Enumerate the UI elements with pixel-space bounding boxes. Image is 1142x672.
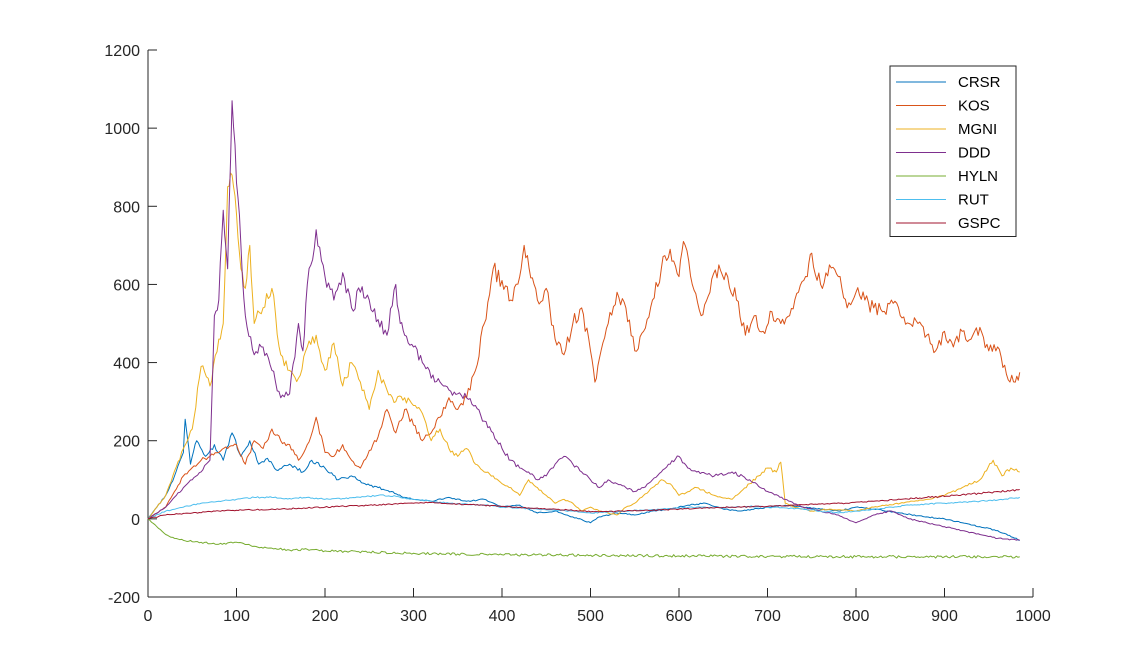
y-tick-label: 200 (113, 434, 140, 451)
x-tick-label: 200 (312, 608, 339, 625)
legend-label: HYLN (958, 168, 998, 185)
legend-box (889, 65, 1017, 237)
y-tick-label: 0 (131, 512, 140, 529)
x-tick-label: 500 (577, 608, 604, 625)
x-tick-label: 800 (843, 608, 870, 625)
legend-label: GSPC (958, 215, 1001, 232)
series-line-hyln (147, 518, 1020, 559)
y-tick-label: 400 (113, 356, 140, 373)
series-line-gspc (147, 489, 1020, 520)
y-tick-label: 800 (113, 199, 140, 216)
plot-series (147, 100, 1021, 559)
y-tick-label: 1200 (104, 43, 140, 60)
legend-label: CRSR (958, 74, 1001, 91)
x-tick-label: 900 (931, 608, 958, 625)
legend: CRSR KOS MGNI DDD HYLN RUT GSPC (889, 65, 1017, 237)
x-tick-label: 400 (489, 608, 516, 625)
y-tick-label: 1000 (104, 121, 140, 138)
legend-label: KOS (958, 98, 990, 115)
x-tick-label: 300 (400, 608, 427, 625)
x-tick-label: 1000 (1015, 608, 1051, 625)
legend-label: MGNI (958, 121, 997, 138)
x-tick-label: 600 (666, 608, 693, 625)
legend-label: DDD (958, 145, 991, 162)
axes: 0 100 200 300 400 500 600 700 800 900 1000-2000200… (104, 43, 1050, 625)
x-tick-label: 100 (223, 608, 250, 625)
y-tick-label: 600 (113, 277, 140, 294)
series-line-rut (147, 494, 1020, 520)
legend-label: RUT (958, 192, 989, 209)
x-tick-label: 700 (754, 608, 781, 625)
series-line-ddd (147, 100, 1020, 541)
x-tick-label: 0 (144, 608, 153, 625)
series-line-kos (147, 240, 1021, 520)
y-tick-label: -200 (108, 590, 140, 607)
